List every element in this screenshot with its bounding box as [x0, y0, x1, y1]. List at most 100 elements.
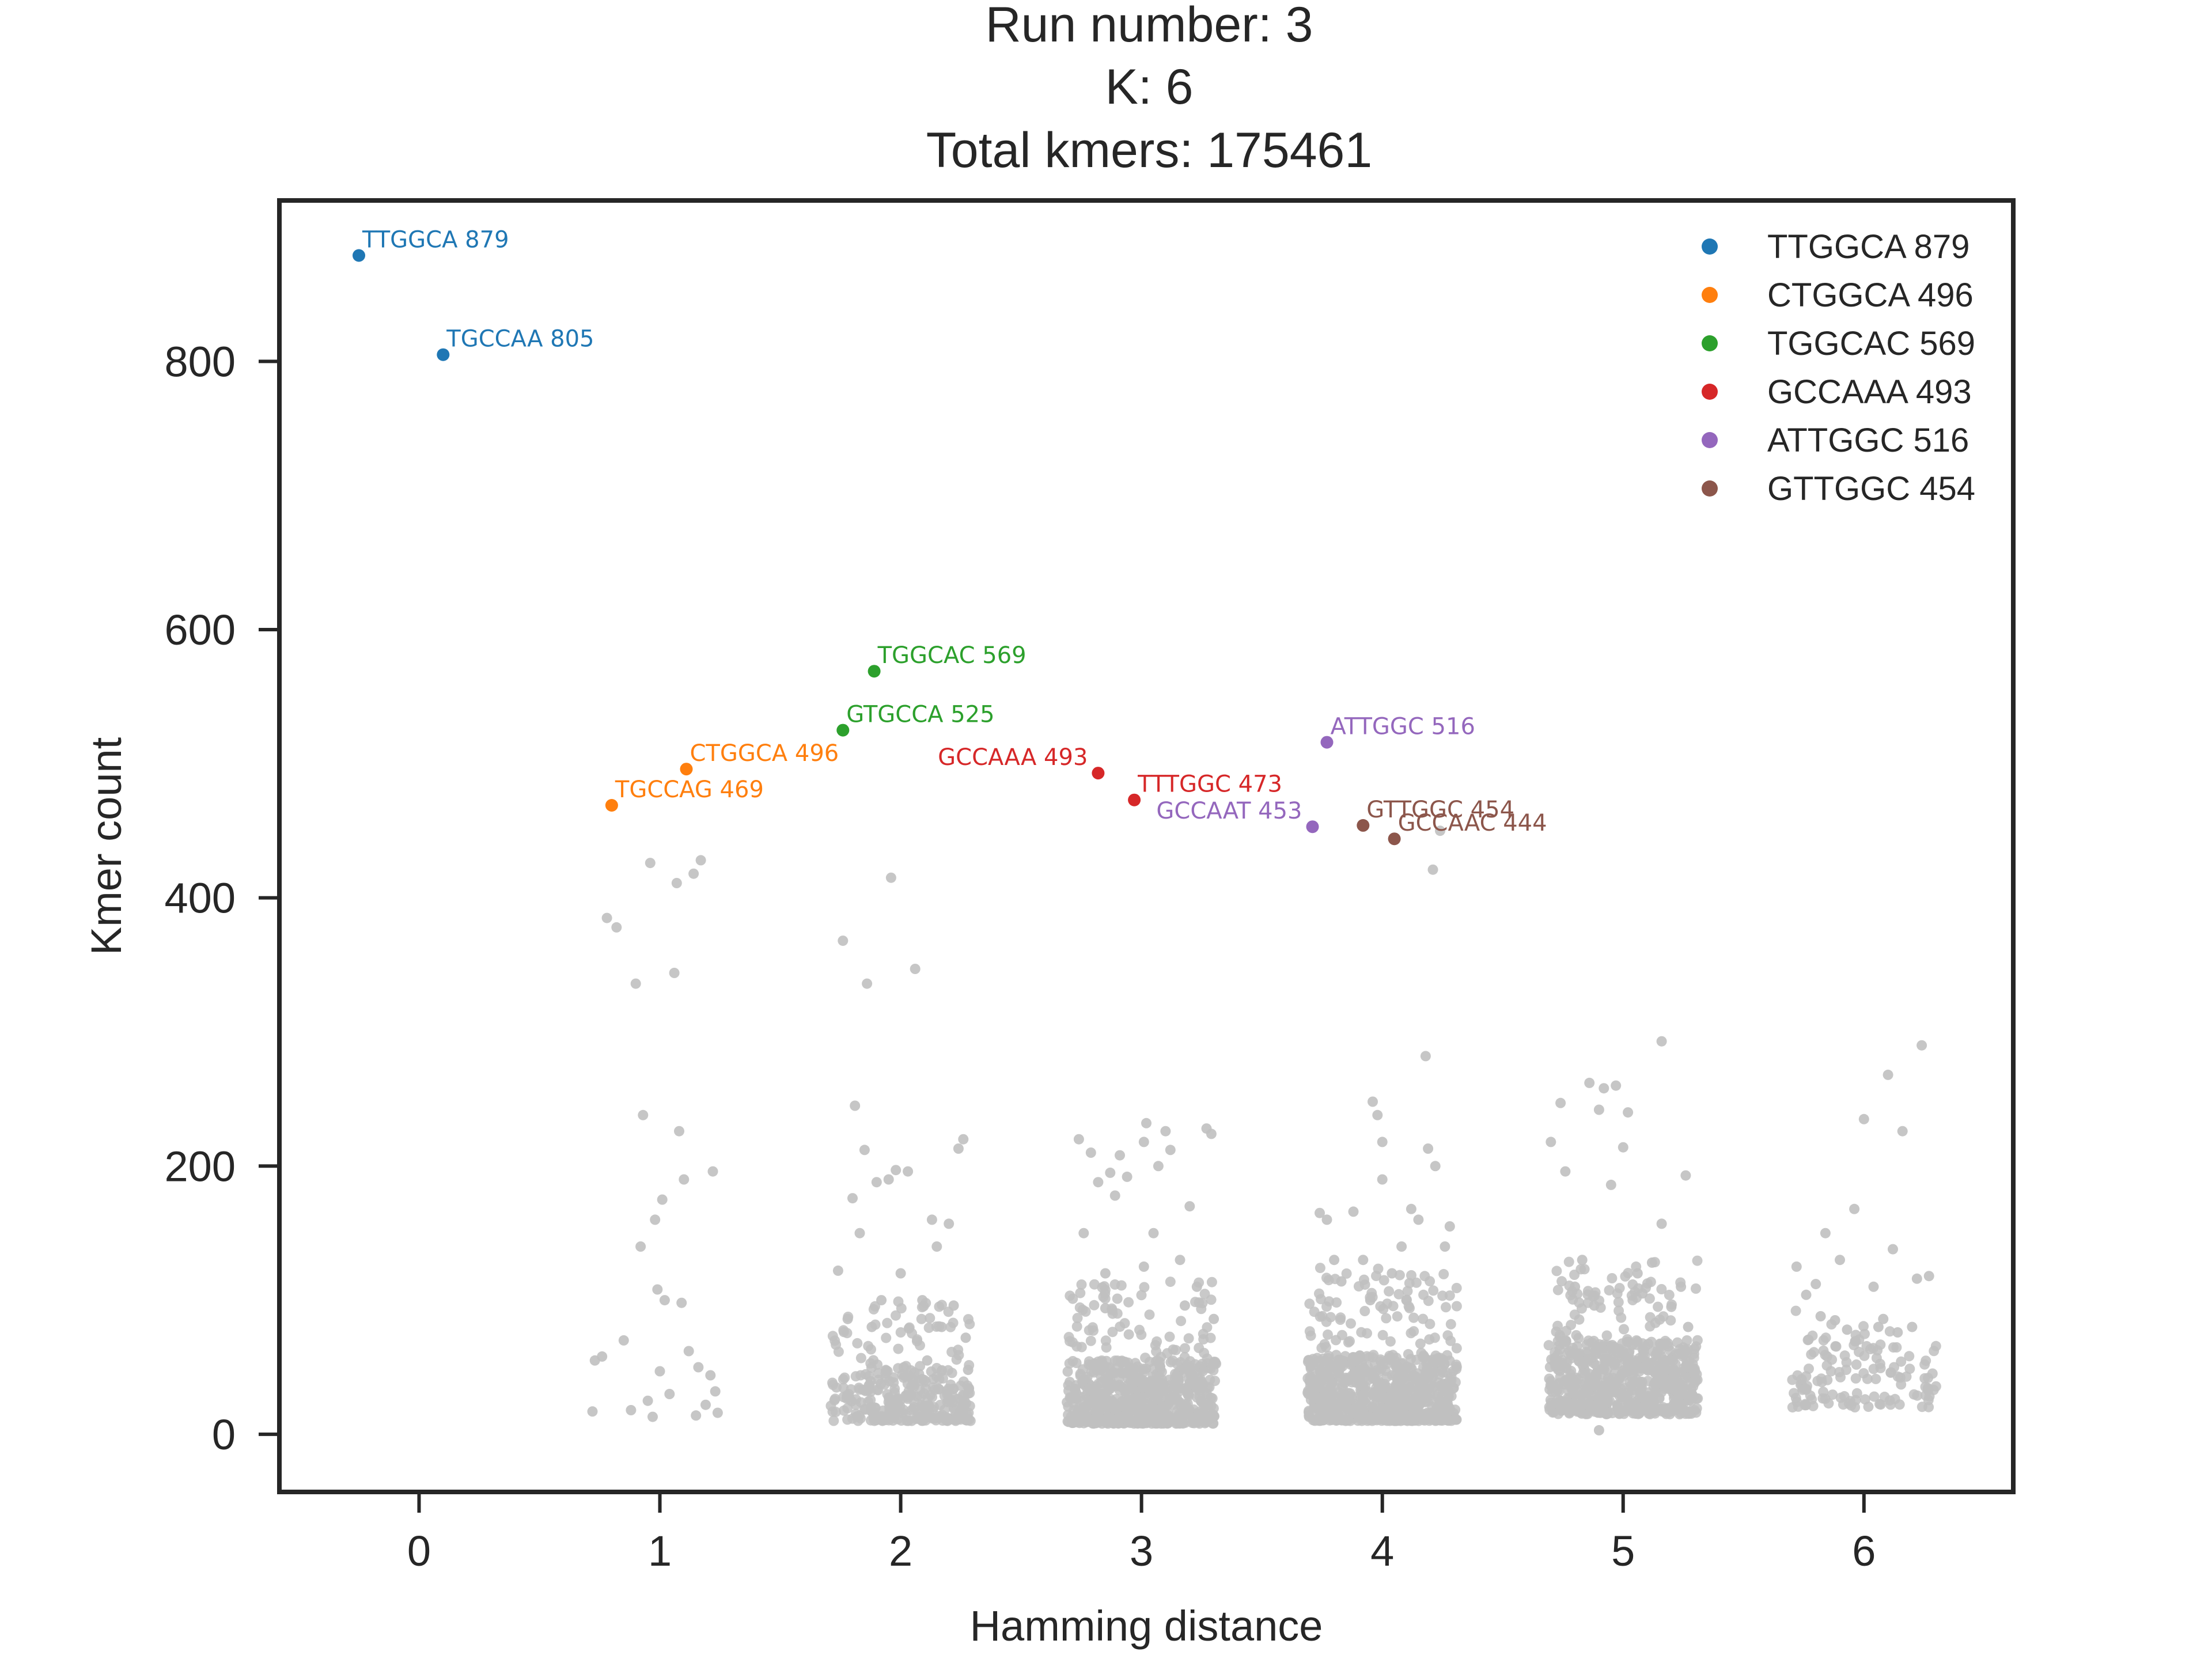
background-point	[1371, 1271, 1381, 1281]
background-point	[842, 1313, 853, 1324]
background-point	[1093, 1177, 1104, 1188]
background-point	[1384, 1286, 1395, 1297]
background-point	[1085, 1335, 1096, 1346]
background-point	[839, 1405, 849, 1416]
background-point	[1341, 1268, 1352, 1279]
background-point	[1353, 1281, 1364, 1292]
background-point	[1177, 1418, 1188, 1429]
background-point	[1422, 1362, 1432, 1373]
background-point	[1907, 1321, 1918, 1332]
background-point	[1101, 1342, 1112, 1353]
background-point	[1645, 1277, 1656, 1287]
background-point	[838, 935, 849, 946]
point-annotation: ATTGGC 516	[1331, 714, 1475, 740]
background-point	[885, 872, 896, 883]
background-point	[1552, 1320, 1563, 1331]
background-point	[1346, 1391, 1357, 1402]
background-point	[1388, 1350, 1398, 1361]
background-point	[1830, 1315, 1840, 1325]
background-point	[1904, 1351, 1915, 1362]
background-point	[1396, 1241, 1407, 1252]
background-point	[1105, 1167, 1116, 1178]
background-point	[1437, 1365, 1448, 1376]
background-point	[710, 1386, 721, 1397]
background-point	[1080, 1413, 1091, 1423]
background-point	[1656, 1284, 1667, 1294]
background-point	[1321, 1272, 1332, 1283]
background-point	[943, 1384, 954, 1395]
background-point	[1140, 1353, 1151, 1363]
background-point	[1116, 1381, 1127, 1392]
background-point	[961, 1398, 972, 1409]
background-point	[1433, 1389, 1444, 1400]
background-point	[1660, 1335, 1671, 1346]
background-point	[1790, 1305, 1801, 1316]
background-point	[1137, 1416, 1147, 1427]
background-point	[914, 1384, 925, 1395]
background-point	[1356, 1327, 1367, 1338]
background-point	[1566, 1320, 1577, 1331]
background-point	[1321, 1214, 1332, 1225]
background-point	[1839, 1350, 1850, 1361]
background-point	[1209, 1313, 1219, 1324]
background-point	[1618, 1392, 1628, 1403]
background-point	[1067, 1293, 1078, 1304]
background-point	[1402, 1286, 1413, 1297]
background-point	[1659, 1406, 1670, 1416]
background-point	[1194, 1343, 1205, 1353]
background-point	[1437, 1413, 1448, 1424]
background-point	[895, 1268, 906, 1279]
background-point	[1396, 1384, 1407, 1395]
background-point	[1121, 1408, 1131, 1418]
background-point	[888, 1372, 899, 1383]
background-point	[1451, 1283, 1462, 1293]
background-point	[1211, 1358, 1222, 1369]
background-point	[1605, 1179, 1616, 1190]
background-point	[1190, 1297, 1200, 1308]
legend-label: ATTGGC 516	[1767, 422, 1969, 459]
background-point	[1619, 1324, 1629, 1335]
background-point	[1668, 1384, 1678, 1395]
background-point	[1885, 1367, 1896, 1378]
highlighted-point	[353, 249, 365, 262]
background-point	[1835, 1255, 1845, 1266]
background-point	[1396, 1358, 1407, 1369]
background-point	[1681, 1335, 1692, 1346]
background-point	[1063, 1332, 1074, 1343]
background-point	[931, 1241, 942, 1252]
background-point	[1609, 1359, 1620, 1370]
background-point	[1120, 1392, 1131, 1403]
background-point	[1637, 1288, 1648, 1299]
background-point	[1171, 1344, 1181, 1355]
background-point	[1603, 1372, 1613, 1383]
background-point	[1590, 1349, 1601, 1360]
background-point	[1554, 1378, 1565, 1388]
background-point	[664, 1389, 675, 1399]
background-point	[1072, 1313, 1083, 1324]
background-point	[654, 1366, 665, 1377]
background-point	[866, 1321, 877, 1332]
legend-marker	[1702, 287, 1718, 303]
background-point	[917, 1295, 928, 1306]
background-point	[693, 1362, 704, 1373]
background-point	[1139, 1282, 1150, 1293]
background-point	[1406, 1354, 1416, 1365]
background-point	[611, 922, 622, 933]
background-point	[1401, 1295, 1412, 1306]
background-point	[1647, 1357, 1658, 1368]
background-point	[1593, 1104, 1604, 1115]
background-point	[1067, 1392, 1078, 1403]
background-point	[642, 1395, 653, 1406]
background-point	[1656, 1373, 1667, 1384]
background-point	[1441, 1302, 1451, 1313]
legend-marker	[1702, 480, 1718, 497]
legend-marker	[1702, 384, 1718, 400]
background-point	[1411, 1277, 1422, 1288]
background-point	[1583, 1335, 1594, 1346]
background-point	[1136, 1290, 1147, 1301]
background-point	[1555, 1097, 1566, 1108]
background-point	[1676, 1281, 1687, 1292]
background-point	[1191, 1281, 1202, 1292]
background-point	[883, 1174, 894, 1185]
background-point	[1424, 1334, 1435, 1345]
